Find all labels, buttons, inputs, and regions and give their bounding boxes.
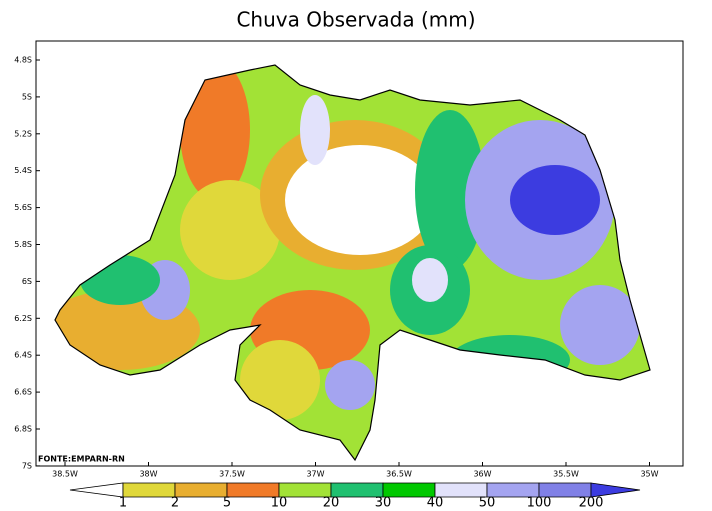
lat-label: 5.4S xyxy=(14,166,32,175)
legend-label: 10 xyxy=(271,496,288,511)
lon-label: 37W xyxy=(306,470,324,479)
legend-swatch xyxy=(590,482,641,498)
lat-label: 5S xyxy=(22,92,32,101)
lon-label: 38.5W xyxy=(52,470,78,479)
lat-label: 6.8S xyxy=(14,425,32,434)
legend-swatch xyxy=(122,482,176,498)
lat-label: 5.6S xyxy=(14,203,32,212)
rainfall-field xyxy=(55,65,650,460)
lat-label: 4.8S xyxy=(14,56,32,65)
legend-label: 20 xyxy=(323,496,340,511)
lon-label: 35.5W xyxy=(553,470,579,479)
color-legend: 1 2 5 10 20 30 40 50 100 200 xyxy=(69,482,641,511)
map-frame xyxy=(35,40,684,467)
lon-label: 36.5W xyxy=(386,470,412,479)
map-title: Chuva Observada (mm) xyxy=(236,8,475,32)
legend-label: 50 xyxy=(479,496,496,511)
legend-label: 2 xyxy=(171,496,179,511)
lat-label: 7S xyxy=(22,461,32,470)
latitude-axis: 4.8S 5S 5.2S 5.4S 5.6S 5.8S 6S 6.2S 6.4S 6.6S 6.8S… xyxy=(14,56,40,470)
lat-label: 6.4S xyxy=(14,351,32,360)
legend-label: 30 xyxy=(375,496,392,511)
lat-label: 6S xyxy=(22,277,32,286)
legend-swatch xyxy=(69,482,124,498)
longitude-axis: 38.5W 38W 37.5W 37W 36.5W 36W 35.5W 35W xyxy=(52,462,659,479)
state-outline xyxy=(54,64,651,462)
lat-label: 6.6S xyxy=(14,388,32,397)
legend-label: 5 xyxy=(223,496,231,511)
legend-label: 100 xyxy=(527,496,552,511)
lon-label: 35W xyxy=(640,470,658,479)
legend-label: 40 xyxy=(427,496,444,511)
lon-label: 38W xyxy=(139,470,157,479)
lat-label: 5.8S xyxy=(14,240,32,249)
lat-label: 5.2S xyxy=(14,129,32,138)
lat-label: 6.2S xyxy=(14,314,32,323)
source-note: FONTE:EMPARN-RN xyxy=(38,455,125,464)
legend-label: 1 xyxy=(119,496,127,511)
lon-label: 37.5W xyxy=(219,470,245,479)
legend-label: 200 xyxy=(579,496,604,511)
legend-swatch xyxy=(174,482,228,498)
lon-label: 36W xyxy=(473,470,491,479)
